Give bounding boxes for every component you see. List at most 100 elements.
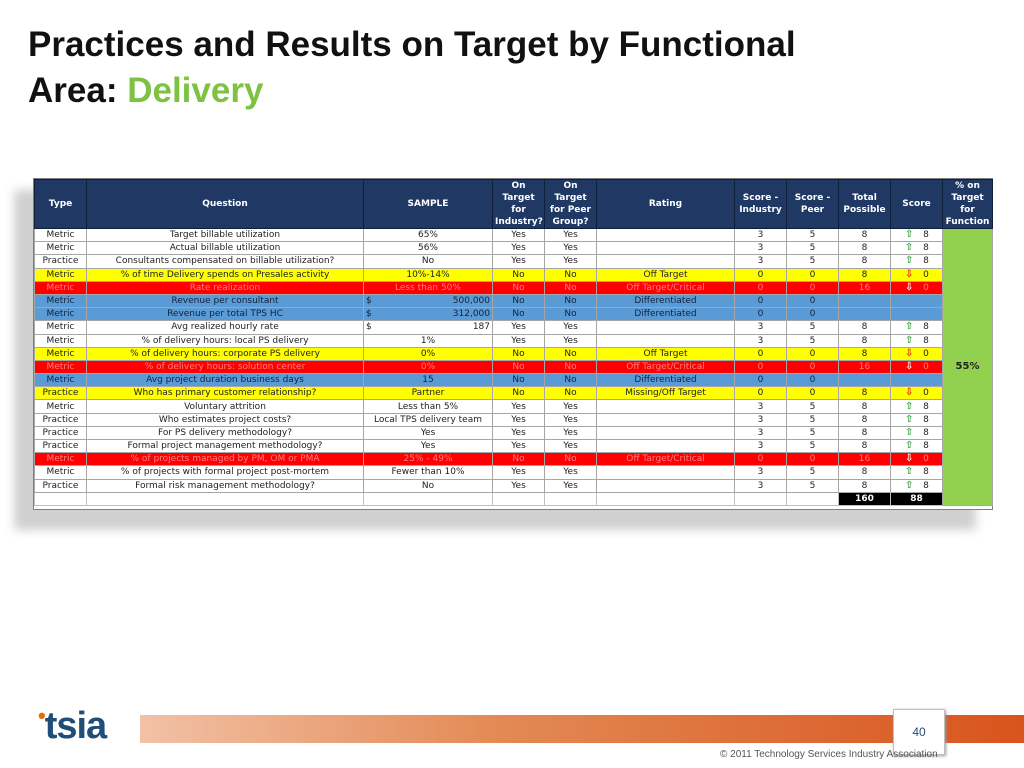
question-cell: Who estimates project costs? xyxy=(86,412,364,427)
sample-value: 187 xyxy=(472,322,490,333)
score-peer-cell: 0 xyxy=(786,307,839,322)
currency-symbol: $ xyxy=(366,296,372,307)
question-cell: Rate realization xyxy=(86,280,364,295)
on-target-peer-cell: Yes xyxy=(544,465,597,480)
total-possible-cell: 8 xyxy=(838,478,891,493)
empty-cell xyxy=(34,491,87,506)
on-target-industry-cell: Yes xyxy=(492,412,545,427)
sample-cell: Less than 50% xyxy=(363,280,493,295)
on-target-industry-cell: No xyxy=(492,346,545,361)
on-target-peer-cell: Yes xyxy=(544,333,597,348)
score-industry-cell: 3 xyxy=(734,438,787,454)
score-value: 0 xyxy=(920,361,929,372)
question-cell: Target billable utilization xyxy=(86,227,364,243)
score-peer-cell: 0 xyxy=(786,386,839,401)
score-peer-cell: 5 xyxy=(786,399,839,414)
score-value: 8 xyxy=(920,441,929,452)
table-row: Practice Who has primary customer relatio… xyxy=(34,386,993,401)
score-industry-cell: 3 xyxy=(734,478,787,493)
type-cell: Metric xyxy=(34,307,87,322)
score-industry-cell: 0 xyxy=(734,307,787,322)
score-peer-cell: 5 xyxy=(786,333,839,348)
arrow-up-icon: ⇧ xyxy=(905,440,914,452)
total-possible-cell: 8 xyxy=(838,465,891,480)
total-possible-cell: 8 xyxy=(838,267,891,282)
score-industry-cell: 3 xyxy=(734,399,787,414)
table-row: Metric Revenue per total TPS HC $312,000 No… xyxy=(34,307,993,322)
table-row: Metric Avg realized hourly rate $187 Yes Yes… xyxy=(34,320,993,335)
table-row: Metric% of delivery hours: corporate PS … xyxy=(34,346,993,361)
question-cell: Voluntary attrition xyxy=(86,399,364,414)
type-cell: Practice xyxy=(34,478,87,493)
score-cell xyxy=(890,307,943,322)
score-industry-cell: 0 xyxy=(734,293,787,309)
on-target-industry-cell: No xyxy=(492,452,545,467)
total-possible-cell: 8 xyxy=(838,386,891,401)
empty-cell xyxy=(492,491,545,506)
sample-cell: 0% xyxy=(363,359,493,375)
type-cell: Practice xyxy=(34,412,87,427)
title-line-1: Practices and Results on Target by Funct… xyxy=(28,25,796,64)
sample-cell: Yes xyxy=(363,425,493,441)
score-industry-cell: 0 xyxy=(734,267,787,282)
footer-bar xyxy=(140,715,1024,743)
sample-value: 500,000 xyxy=(452,296,490,307)
on-target-industry-cell: No xyxy=(492,386,545,401)
score-value: 8 xyxy=(920,401,929,412)
table-body: Metric Target billable utilization 65% Yes Y… xyxy=(34,227,993,506)
total-possible-cell: 8 xyxy=(838,320,891,335)
table-row: Metric% of time Delivery spends on Presa… xyxy=(34,267,993,282)
score-peer-cell: 0 xyxy=(786,452,839,467)
arrow-down-icon: ⇩ xyxy=(905,281,914,293)
empty-cell xyxy=(596,491,735,506)
empty-cell xyxy=(363,491,493,506)
total-possible-cell: 8 xyxy=(838,227,891,243)
on-target-industry-cell: Yes xyxy=(492,478,545,493)
on-target-industry-cell: Yes xyxy=(492,465,545,480)
question-cell: Who has primary customer relationship? xyxy=(86,386,364,401)
score-cell: ⇧ 8 xyxy=(890,333,943,348)
title-prefix: Area: xyxy=(28,71,128,110)
score-cell xyxy=(890,293,943,309)
score-cell: ⇧ 8 xyxy=(890,227,943,243)
score-peer-cell: 5 xyxy=(786,465,839,480)
score-value: 0 xyxy=(920,269,929,280)
sample-cell: Local TPS delivery team xyxy=(363,412,493,427)
sample-cell: 25% - 49% xyxy=(363,452,493,467)
question-cell: % of delivery hours: local PS delivery xyxy=(86,333,364,348)
rating-cell: Off Target/Critical xyxy=(596,280,735,295)
on-target-peer-cell: No xyxy=(544,452,597,467)
question-cell: Formal project management methodology? xyxy=(86,438,364,454)
score-value: 8 xyxy=(920,230,929,241)
rating-cell xyxy=(596,425,735,441)
type-cell: Metric xyxy=(34,399,87,414)
sample-cell: $312,000 xyxy=(363,307,493,322)
title-line-2: Area: Delivery xyxy=(28,68,988,114)
type-cell: Metric xyxy=(34,373,87,388)
question-cell: Revenue per consultant xyxy=(86,293,364,309)
score-peer-cell: 5 xyxy=(786,425,839,441)
type-cell: Metric xyxy=(34,333,87,348)
on-target-peer-cell: No xyxy=(544,307,597,322)
arrow-down-icon: ⇩ xyxy=(905,347,914,359)
rating-cell xyxy=(596,412,735,427)
score-sum: 88 xyxy=(890,491,943,506)
sample-cell: No xyxy=(363,254,493,269)
type-cell: Practice xyxy=(34,438,87,454)
total-possible-cell: 16 xyxy=(838,452,891,467)
score-peer-cell: 5 xyxy=(786,254,839,269)
table-row: Practice Who estimates project costs? Loca… xyxy=(34,412,993,427)
question-cell: Actual billable utilization xyxy=(86,241,364,256)
on-target-peer-cell: No xyxy=(544,373,597,388)
question-cell: Revenue per total TPS HC xyxy=(86,307,364,322)
rating-cell xyxy=(596,320,735,335)
table-row: Metric Avg project duration business days… xyxy=(34,373,993,388)
question-cell: Avg project duration business days xyxy=(86,373,364,388)
slide-title: Practices and Results on Target by Funct… xyxy=(28,22,988,114)
on-target-peer-cell: Yes xyxy=(544,227,597,243)
on-target-industry-cell: No xyxy=(492,293,545,309)
score-industry-cell: 3 xyxy=(734,333,787,348)
on-target-peer-cell: Yes xyxy=(544,412,597,427)
score-peer-cell: 0 xyxy=(786,293,839,309)
score-peer-cell: 0 xyxy=(786,373,839,388)
